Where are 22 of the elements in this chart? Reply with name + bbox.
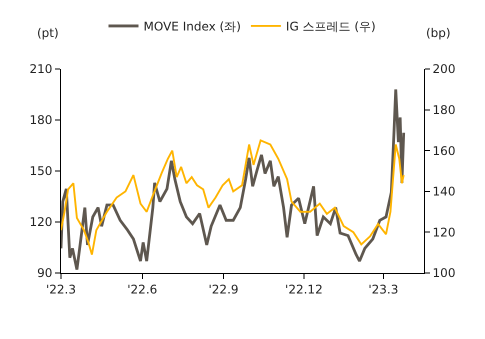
y2-tick-label: 120 (432, 225, 456, 240)
y2-tick-label: 200 (432, 62, 456, 76)
x-tick-label: '22.6 (127, 282, 158, 297)
y2-tick-label: 180 (432, 103, 456, 117)
line-series (61, 88, 406, 271)
y2-tick-label: 100 (432, 266, 456, 280)
x-tick-label: '23.3 (368, 282, 398, 297)
y-axis-title: (pt) (37, 26, 59, 40)
y-tick-label: 180 (30, 113, 52, 128)
x-tick-label: '22.3 (46, 282, 76, 297)
y-tick-label: 150 (30, 164, 52, 178)
legend-label: IG 스프레드 (우) (286, 20, 376, 34)
y-tick-label: 120 (30, 215, 52, 230)
y2-tick-label: 160 (432, 144, 456, 158)
line-series (61, 139, 405, 256)
y2-tick-label: 140 (432, 184, 456, 199)
legend-label: MOVE Index (좌) (144, 20, 241, 34)
y-tick-label: 90 (37, 266, 52, 280)
x-tick-label: '22.9 (208, 282, 239, 297)
x-tick-label: '22.12 (285, 282, 323, 297)
y2-axis-title: (bp) (426, 26, 451, 40)
y-tick-label: 210 (30, 62, 52, 76)
